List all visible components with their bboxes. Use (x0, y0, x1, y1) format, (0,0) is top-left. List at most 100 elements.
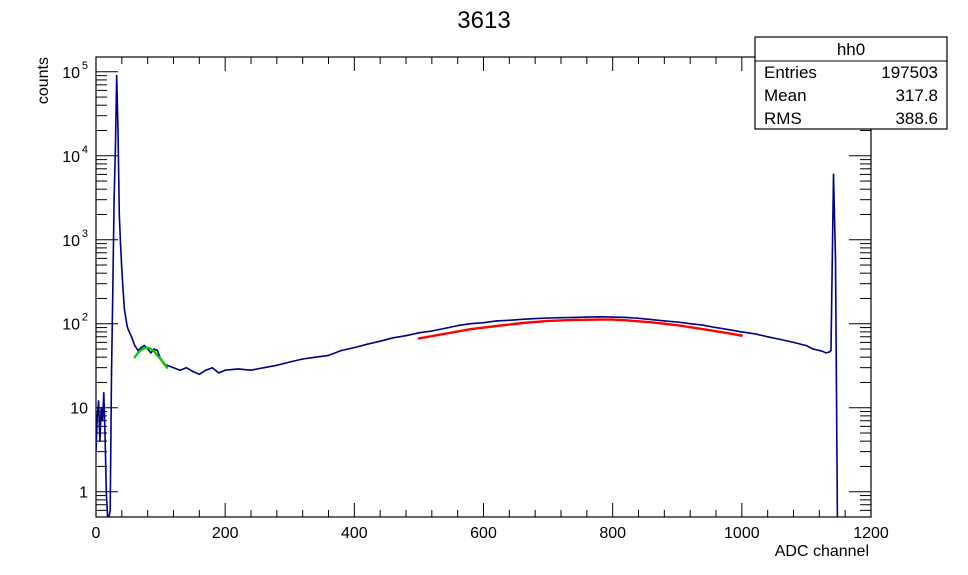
histogram-bin (111, 289, 114, 292)
histogram-bin (689, 322, 691, 325)
y-tick-label: 10 (62, 317, 80, 334)
histogram-bin (663, 320, 666, 322)
histogram-bin (715, 326, 717, 329)
stats-mean-label: Mean (764, 86, 807, 105)
histogram-bin (217, 372, 220, 374)
histogram-bin (126, 324, 128, 327)
histogram-bin (521, 318, 524, 321)
histogram-bin (224, 369, 226, 371)
histogram-bin (130, 335, 133, 338)
histogram-bin (118, 213, 121, 216)
histogram-bin (534, 317, 536, 320)
stats-title: hh0 (837, 40, 865, 59)
y-tick-exponent: 4 (82, 144, 88, 156)
series-layer (96, 74, 839, 517)
histogram-bin (105, 490, 108, 493)
histogram-bin (560, 316, 562, 319)
histogram-bin (340, 349, 343, 352)
x-tick-label: 400 (341, 525, 368, 542)
histogram-bin (702, 324, 704, 327)
histogram-bin (301, 358, 304, 360)
histogram-bin (456, 324, 459, 327)
histogram-bin (263, 366, 265, 369)
histogram-bin (237, 368, 239, 370)
y-tick-label: 10 (70, 401, 88, 418)
y-tick-exponent: 5 (82, 60, 88, 72)
x-tick-label: 1200 (853, 525, 889, 542)
stats-entries-value: 197503 (881, 63, 938, 82)
histogram-bin (250, 369, 252, 371)
histogram-bin (508, 319, 511, 322)
histogram-bin (276, 364, 278, 367)
histogram-bin (192, 370, 194, 373)
histogram-bin (824, 352, 827, 354)
histogram-bin (115, 74, 118, 77)
histogram-bin (637, 317, 640, 320)
histogram-bin (204, 369, 207, 371)
histogram-bin (818, 349, 821, 352)
histogram-bin (832, 173, 835, 176)
histogram-bin (482, 321, 485, 324)
histogram-bin (327, 354, 330, 357)
x-axis: 0 200 400 600 800 1000 1200 (92, 57, 889, 542)
histogram-bin (831, 257, 834, 260)
histogram-bin (288, 361, 291, 363)
histogram-bin (405, 334, 407, 337)
histogram-bin (728, 328, 730, 331)
y-tick-label: 1 (79, 485, 88, 502)
histogram-bin (156, 349, 159, 352)
y-axis-label: counts (35, 57, 52, 104)
histogram-bin (650, 318, 653, 321)
histogram-bin (123, 308, 126, 310)
x-tick-label: 1000 (724, 525, 760, 542)
histogram-bin (143, 344, 146, 347)
histogram-bin (836, 516, 839, 517)
histogram-bin (172, 366, 175, 369)
histogram-bin (198, 373, 201, 376)
stats-rms-label: RMS (764, 109, 802, 128)
x-tick-label: 800 (599, 525, 626, 542)
histogram-bin (586, 316, 588, 318)
chart-title: 3613 (457, 7, 510, 34)
y-tick-exponent: 2 (82, 312, 88, 324)
histogram-bin (766, 335, 769, 338)
histogram-bin (124, 316, 127, 318)
histogram-bin (185, 366, 188, 369)
histogram-bin (97, 400, 100, 402)
histogram-bin (179, 369, 181, 371)
histogram-bin (812, 348, 814, 350)
histogram-bin (805, 344, 808, 347)
histogram-bin (469, 322, 472, 325)
histogram-bin (834, 257, 837, 260)
histogram-bin (96, 415, 99, 417)
histogram-bin (547, 317, 549, 319)
histogram-bin (117, 129, 119, 132)
histogram-bin (314, 356, 317, 358)
histogram-bin (114, 148, 117, 150)
histogram-bin (418, 332, 420, 334)
stats-entries-label: Entries (764, 63, 817, 82)
histogram-bin (153, 348, 155, 350)
histogram-bin (443, 327, 446, 330)
histogram-bin (99, 440, 101, 442)
histogram-bin (366, 343, 369, 346)
histogram-bin (779, 338, 782, 341)
histogram-series (96, 74, 839, 517)
histogram-bin (495, 320, 498, 322)
histogram-bin (104, 432, 106, 434)
histogram-bin (100, 406, 102, 409)
histogram-bin (113, 198, 115, 201)
stats-mean-value: 317.8 (895, 86, 938, 105)
histogram-bin (431, 330, 433, 332)
histogram-bin (392, 337, 394, 339)
histogram-bin (140, 346, 143, 349)
histogram-bin (127, 328, 130, 331)
histogram-bin (102, 392, 105, 394)
x-tick-label: 200 (212, 525, 239, 542)
histogram-bin (598, 315, 601, 318)
histogram-bin (110, 373, 113, 376)
histogram-bin (119, 242, 122, 245)
y-tick-label: 10 (62, 149, 80, 166)
